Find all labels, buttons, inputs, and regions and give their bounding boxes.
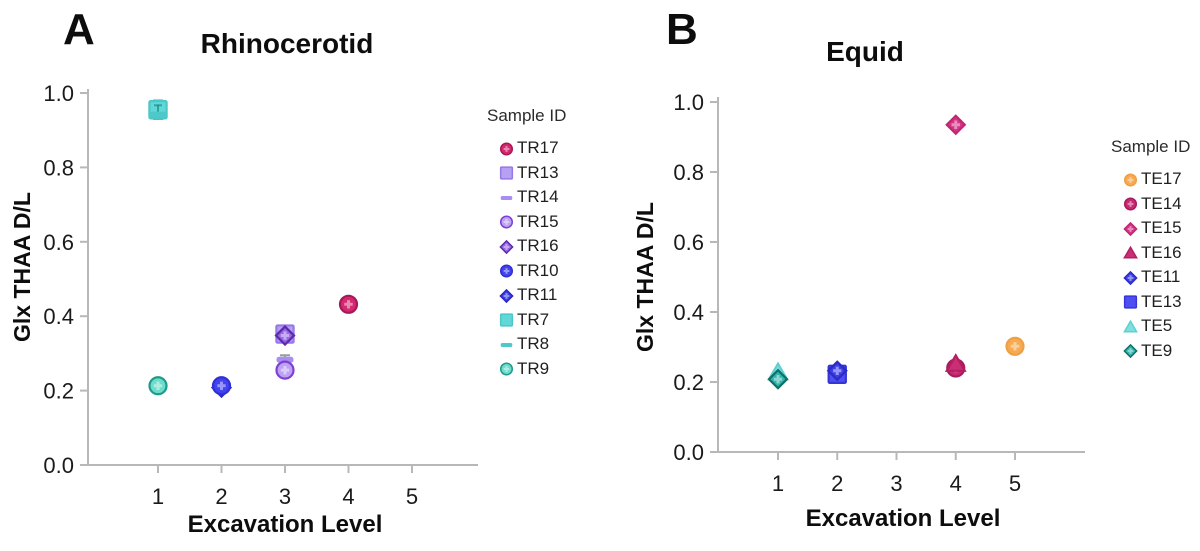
- svg-text:2: 2: [831, 471, 843, 496]
- diamond-marker-icon: [1123, 221, 1138, 236]
- legend-item-TE14: TE14: [1111, 192, 1190, 217]
- svg-text:3: 3: [279, 484, 291, 509]
- circle-marker-icon: [499, 263, 514, 278]
- legend-item-TR9: TR9: [487, 357, 566, 382]
- panel-title-equid: Equid: [826, 36, 904, 67]
- legend-item-TE16: TE16: [1111, 241, 1190, 266]
- legend-label: TR10: [517, 260, 559, 280]
- circle-marker-icon: [499, 141, 514, 156]
- legend-rhinocerotid: Sample ID TR17 TR13 TR14 TR15 TR16 TR10 TR11 TR…: [487, 106, 566, 381]
- legend-title-b: Sample ID: [1111, 137, 1191, 156]
- legend-item-TR8: TR8: [487, 332, 566, 357]
- legend-label: TR17: [517, 138, 559, 158]
- diamond-marker-icon: [1123, 270, 1138, 285]
- triangle-marker-icon: [1123, 319, 1138, 334]
- legend-items-a: TR17 TR13 TR14 TR15 TR16 TR10 TR11 TR7 TR8 TR9: [487, 136, 566, 381]
- legend-items-b: TE17 TE14 TE15 TE16 TE11 TE13 TE5 TE9: [1111, 167, 1190, 363]
- legend-item-TE13: TE13: [1111, 290, 1190, 315]
- legend-label: TE17: [1141, 169, 1182, 189]
- svg-text:1.0: 1.0: [673, 90, 704, 115]
- panel-letter-b: B: [666, 5, 698, 54]
- legend-title-a: Sample ID: [487, 106, 567, 125]
- legend-item-TE5: TE5: [1111, 314, 1190, 339]
- legend-item-TR16: TR16: [487, 234, 566, 259]
- circle-marker-icon: [1123, 196, 1138, 211]
- square-marker-icon: [499, 312, 514, 327]
- legend-item-TR13: TR13: [487, 161, 566, 186]
- svg-text:0.0: 0.0: [43, 453, 74, 478]
- circle-marker-icon: [499, 214, 514, 229]
- svg-text:0.6: 0.6: [673, 230, 704, 255]
- diamond-marker-icon: [499, 288, 514, 303]
- legend-label: TR13: [517, 162, 559, 182]
- legend-item-TR11: TR11: [487, 283, 566, 308]
- svg-text:5: 5: [1009, 471, 1021, 496]
- legend-item-TR14: TR14: [487, 185, 566, 210]
- legend-label: TR11: [517, 285, 558, 305]
- legend-item-TE9: TE9: [1111, 339, 1190, 364]
- square-marker-icon: [499, 165, 514, 180]
- svg-text:0.8: 0.8: [673, 160, 704, 185]
- x-axis-label-b: Excavation Level: [805, 505, 1001, 532]
- y-axis-label-a: Glx THAA D/L: [9, 192, 35, 342]
- dash-marker-icon: [499, 337, 514, 352]
- legend-item-TE15: TE15: [1111, 216, 1190, 241]
- legend-item-TE11: TE11: [1111, 265, 1190, 290]
- legend-label: TE11: [1141, 267, 1181, 287]
- legend-label: TR16: [517, 236, 559, 256]
- legend-item-TR7: TR7: [487, 308, 566, 333]
- legend-label: TE15: [1141, 218, 1182, 238]
- legend-equid: Sample ID TE17 TE14 TE15 TE16 TE11 TE13 TE5 TE9: [1111, 137, 1190, 363]
- legend-label: TR8: [517, 334, 550, 354]
- diamond-marker-icon: [499, 239, 514, 254]
- legend-item-TR17: TR17: [487, 136, 566, 161]
- svg-text:1: 1: [152, 484, 164, 509]
- legend-item-TR15: TR15: [487, 210, 566, 235]
- svg-text:3: 3: [890, 471, 902, 496]
- svg-text:0.6: 0.6: [43, 230, 74, 255]
- legend-label: TE5: [1141, 316, 1173, 336]
- legend-label: TE13: [1141, 291, 1182, 311]
- panel-title-rhinocerotid: Rhinocerotid: [200, 28, 374, 59]
- x-axis-label-a: Excavation Level: [187, 511, 383, 538]
- panel-letter-a: A: [63, 5, 95, 54]
- svg-text:4: 4: [342, 484, 354, 509]
- svg-text:2: 2: [215, 484, 227, 509]
- legend-label: TR9: [517, 358, 550, 378]
- y-axis-label-b: Glx THAA D/L: [632, 202, 658, 352]
- circle-marker-icon: [1123, 172, 1138, 187]
- svg-text:5: 5: [406, 484, 418, 509]
- legend-label: TR7: [517, 309, 550, 329]
- scatter-plot-equid: 1.0 0.8 0.6 0.4 0.2 0.0 1 2 3 4 5: [673, 90, 1085, 496]
- square-marker-icon: [1123, 294, 1138, 309]
- svg-text:4: 4: [950, 471, 962, 496]
- legend-item-TE17: TE17: [1111, 167, 1190, 192]
- svg-text:0.0: 0.0: [673, 440, 704, 465]
- legend-label: TR14: [517, 187, 559, 207]
- legend-label: TE16: [1141, 242, 1182, 262]
- panel-rhinocerotid: 1.0 0.8 0.6 0.4 0.2 0.0 1 2 3 4 5 A Rhinocerotid G…: [9, 5, 566, 539]
- svg-text:0.8: 0.8: [43, 155, 74, 180]
- legend-label: TR15: [517, 211, 559, 231]
- svg-text:1.0: 1.0: [43, 81, 74, 106]
- panel-equid: 1.0 0.8 0.6 0.4 0.2 0.0 1 2 3 4 5 B Equid Glx THAA…: [600, 0, 1200, 551]
- legend-label: TE14: [1141, 193, 1182, 213]
- svg-text:0.4: 0.4: [673, 300, 704, 325]
- dash-marker-icon: [499, 190, 514, 205]
- legend-label: TE9: [1141, 340, 1173, 360]
- circle-marker-icon: [499, 361, 514, 376]
- diamond-marker-icon: [1123, 343, 1138, 359]
- legend-item-TR10: TR10: [487, 259, 566, 284]
- triangle-marker-icon: [1123, 245, 1138, 260]
- scatter-plot-rhinocerotid: 1.0 0.8 0.6 0.4 0.2 0.0 1 2 3 4 5: [43, 81, 478, 509]
- svg-text:1: 1: [772, 471, 784, 496]
- svg-text:0.2: 0.2: [43, 379, 74, 404]
- svg-text:0.2: 0.2: [673, 370, 704, 395]
- svg-text:0.4: 0.4: [43, 304, 74, 329]
